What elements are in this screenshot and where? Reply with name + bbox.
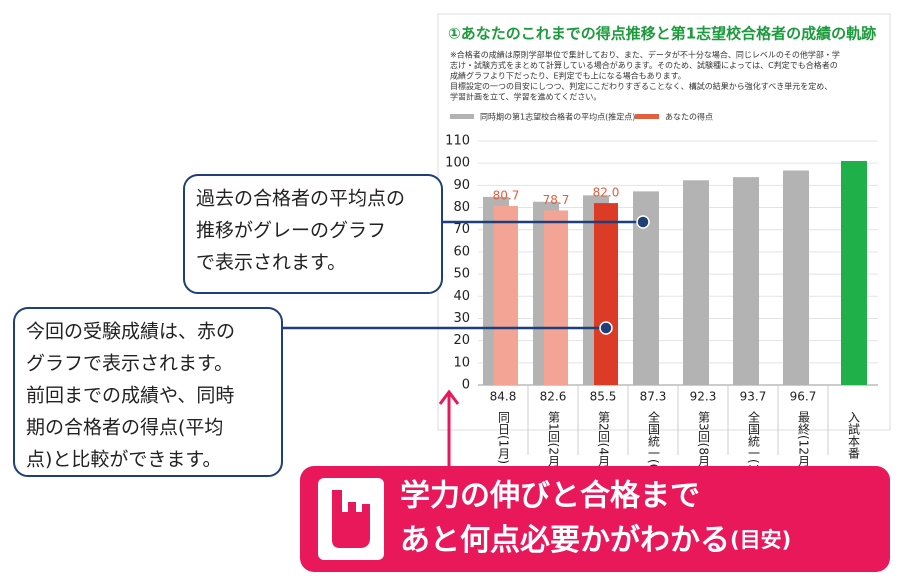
note-line: ※合格者の成績は原則学部単位で集計しており、また、データが不十分な場合、同じレベ… (450, 50, 840, 60)
y-tick-label: 30 (453, 311, 470, 326)
x-tick-label: 入試本番 (847, 411, 861, 460)
callout-text: 今回の受験成績は、赤の (26, 321, 235, 343)
value-label: 93.7 (740, 390, 767, 404)
value-label: 78.7 (543, 193, 570, 207)
x-tick-label: 同日(1月) (497, 411, 511, 464)
y-tick-label: 20 (453, 333, 470, 348)
bar (683, 180, 709, 385)
legend-swatch (635, 114, 659, 119)
arrow (438, 389, 460, 470)
callout-text: 前回までの成績や、同時 (26, 385, 234, 407)
callout-box (183, 174, 443, 294)
legend-label: あなたの得点 (665, 112, 713, 122)
y-tick-label: 50 (453, 267, 470, 282)
note-line: 目標設定の一つの目安にしつつ、判定にこだわりすぎることなく、構試の結果から強化す… (450, 81, 832, 91)
callout-dot (636, 215, 650, 229)
legend-swatch (450, 114, 474, 119)
bar (594, 203, 618, 385)
callout-text: 推移がグレーのグラフ (196, 220, 386, 242)
callout-dot (599, 321, 613, 335)
callout-text: 期の合格者の得点(平均 (26, 417, 223, 439)
callout-text: 過去の合格者の平均点の (196, 188, 405, 210)
y-tick-label: 80 (453, 200, 470, 215)
note-line: 学習計画を立て、学習を進めてください。 (450, 92, 601, 102)
banner-suffix: (目安) (730, 528, 791, 552)
bar (733, 177, 759, 385)
y-tick-label: 100 (445, 156, 470, 171)
x-tick-label: 最終(12月) (797, 411, 811, 472)
value-label: 80.7 (493, 188, 520, 202)
callout-text: グラフで表示されます。 (26, 353, 233, 375)
value-label: 82.0 (593, 186, 620, 200)
value-label: 87.3 (640, 390, 667, 404)
y-tick-label: 60 (453, 244, 470, 259)
callout-text: 点)と比較ができます。 (26, 449, 222, 471)
value-label: 85.5 (590, 390, 617, 404)
y-tick-label: 110 (445, 134, 470, 149)
x-tick-label: 第2回(4月) (597, 411, 611, 472)
x-tick-label: 第3回(8月) (697, 411, 711, 472)
value-label: 92.3 (690, 390, 717, 404)
note-line: 志け・試験方式をまとめて計算している場合があります。そのため、試験種によっては、… (450, 60, 838, 70)
y-tick-label: 70 (453, 222, 470, 237)
x-tick-label: 第1回(2月) (547, 411, 561, 472)
callout-text: で表示されます。 (196, 252, 346, 274)
banner-main: あと何点必要かがわかる (400, 523, 730, 558)
bar (841, 160, 867, 385)
value-label: 96.7 (790, 390, 817, 404)
y-tick-label: 40 (453, 289, 470, 304)
bar (494, 205, 518, 385)
bar (544, 210, 568, 385)
chart-title: ①あなたのこれまでの得点推移と第1志望校合格者の成績の軌跡 (448, 25, 876, 43)
bar (783, 170, 809, 385)
hand-icon (318, 478, 384, 560)
note-line: 成績グラフより下だったり、E判定でも上になる場合もあります。 (450, 71, 686, 81)
y-tick-label: 0 (462, 378, 470, 393)
y-tick-label: 90 (453, 178, 470, 193)
banner-line1: 学力の伸びと合格まで (400, 479, 700, 514)
value-label: 84.8 (490, 390, 517, 404)
value-label: 82.6 (540, 390, 567, 404)
legend-label: 同時期の第1志望校合格者の平均点(推定点) (480, 112, 635, 122)
y-tick-label: 10 (453, 355, 470, 370)
banner (300, 466, 890, 572)
callout-box (13, 307, 283, 477)
banner-line2: あと何点必要かがわかる(目安) (400, 523, 791, 558)
